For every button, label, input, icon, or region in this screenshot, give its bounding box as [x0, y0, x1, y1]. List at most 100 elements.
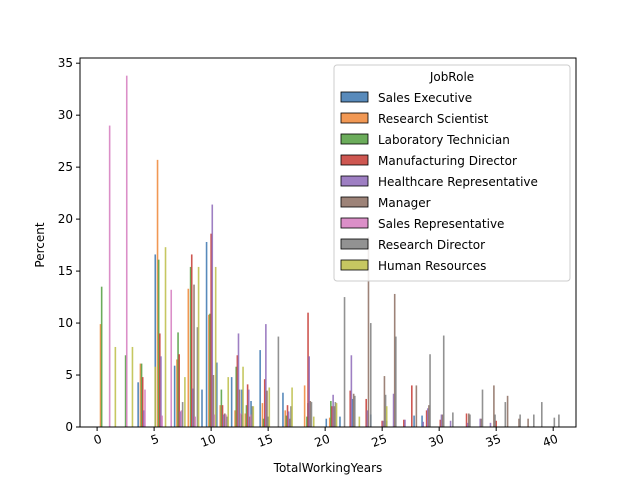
x-tick-label: 20 [313, 432, 332, 450]
bar-human-resources [131, 346, 134, 427]
legend-box [333, 64, 571, 282]
bar-manager [527, 418, 529, 427]
bar-laboratory-technician [262, 418, 265, 427]
bar-sales-executive [325, 418, 328, 427]
bar-sales-representative [213, 414, 216, 427]
bar-manufacturing-director [210, 233, 212, 427]
bar-research-director [267, 416, 269, 427]
legend-swatch [340, 217, 369, 229]
x-tick-label: 25 [370, 432, 389, 450]
bar-human-resources [164, 247, 167, 427]
bar-sales-executive [413, 415, 415, 427]
bar-human-resources [184, 377, 186, 427]
bar-sales-executive [339, 416, 341, 427]
bar-human-resources [268, 387, 271, 427]
y-tick-label: 35 [58, 56, 73, 70]
bar-manufacturing-director [221, 405, 224, 427]
bar-sales-executive [241, 389, 243, 427]
bar-research-director [251, 406, 253, 427]
y-tick-label: 20 [58, 212, 73, 226]
bar-manager [493, 385, 495, 427]
legend-entry: Human Resources [340, 259, 486, 273]
bar-human-resources [312, 416, 315, 427]
legend-swatch [340, 154, 369, 166]
bar-research-director [481, 389, 484, 427]
bar-manufacturing-director [411, 385, 413, 427]
legend-label: Manager [378, 196, 431, 210]
bar-manager [415, 385, 418, 427]
bar-manager [480, 418, 483, 427]
bar-research-director [395, 336, 397, 427]
y-axis-label: Percent [33, 222, 47, 267]
bar-laboratory-technician [330, 401, 332, 427]
x-axis-ticks: 0 5 10 15 20 25 30 35 40 [92, 427, 560, 450]
bar-manufacturing-director [495, 420, 497, 427]
bar-research-scientist [139, 363, 142, 427]
bar-human-resources [242, 366, 244, 427]
bar-research-scientist [261, 403, 264, 427]
legend-entry: Sales Representative [340, 217, 504, 231]
bar-manufacturing-director [381, 420, 383, 427]
bar-research-scientist [284, 410, 287, 427]
bar-research-director [519, 414, 521, 427]
bar-healthcare-representative [287, 411, 290, 427]
bar-research-director [369, 323, 372, 427]
bar-manufacturing-director [403, 419, 405, 427]
bar-manager [333, 406, 336, 427]
bar-healthcare-representative [489, 422, 492, 427]
bar-sales-representative [170, 289, 173, 427]
y-tick-label: 15 [58, 264, 73, 278]
legend-swatch [340, 133, 369, 145]
x-tick-label: 10 [199, 432, 218, 450]
bar-laboratory-technician [140, 363, 143, 427]
bar-research-director [226, 416, 228, 427]
legend-label: Healthcare Representative [378, 175, 538, 189]
bar-research-scientist [187, 288, 190, 427]
bar-research-director [504, 402, 507, 427]
bar-research-scientist [303, 385, 306, 427]
bar-sales-executive [282, 392, 284, 427]
bar-manager [383, 376, 386, 427]
bar-sales-representative [125, 75, 128, 428]
bar-human-resources [252, 406, 255, 427]
bar-healthcare-representative [192, 388, 194, 427]
bars-layer [99, 75, 560, 428]
bar-human-resources [197, 266, 200, 427]
bar-healthcare-representative [404, 419, 406, 427]
bar-laboratory-technician [285, 415, 288, 427]
legend-swatch [340, 175, 369, 187]
bar-research-scientist [176, 359, 178, 427]
legend-label: Sales Representative [378, 217, 504, 231]
bar-manufacturing-director [365, 398, 367, 427]
bar-healthcare-representative [422, 421, 425, 427]
legend-label: Research Scientist [378, 112, 489, 126]
bar-healthcare-representative [440, 414, 443, 427]
bar-sales-executive [205, 241, 208, 427]
bar-manufacturing-director [439, 419, 442, 427]
legend-swatch [340, 112, 369, 124]
bar-manager [367, 236, 370, 427]
bar-manager [193, 284, 195, 427]
x-axis-label: TotalWorkingYears [273, 461, 383, 475]
bar-research-director [469, 414, 471, 427]
x-tick-label: 35 [484, 432, 503, 450]
bar-laboratory-technician [220, 389, 223, 427]
bar-sales-representative [108, 125, 111, 427]
bar-human-resources [335, 403, 338, 427]
bar-healthcare-representative [160, 356, 162, 427]
bar-research-director [181, 402, 184, 427]
y-tick-label: 0 [65, 420, 73, 434]
legend-swatch [340, 91, 369, 103]
legend-label: Human Resources [378, 259, 486, 273]
bar-healthcare-representative [308, 356, 310, 427]
bar-healthcare-representative [392, 393, 395, 427]
y-tick-label: 10 [58, 316, 73, 330]
bar-healthcare-representative [265, 324, 267, 427]
legend-entry: Laboratory Technician [340, 133, 510, 147]
bar-manager [441, 414, 444, 427]
bar-manufacturing-director [141, 377, 144, 427]
bar-sales-representative [194, 416, 196, 427]
bar-research-scientist [99, 324, 102, 427]
bar-research-scientist [208, 314, 210, 427]
